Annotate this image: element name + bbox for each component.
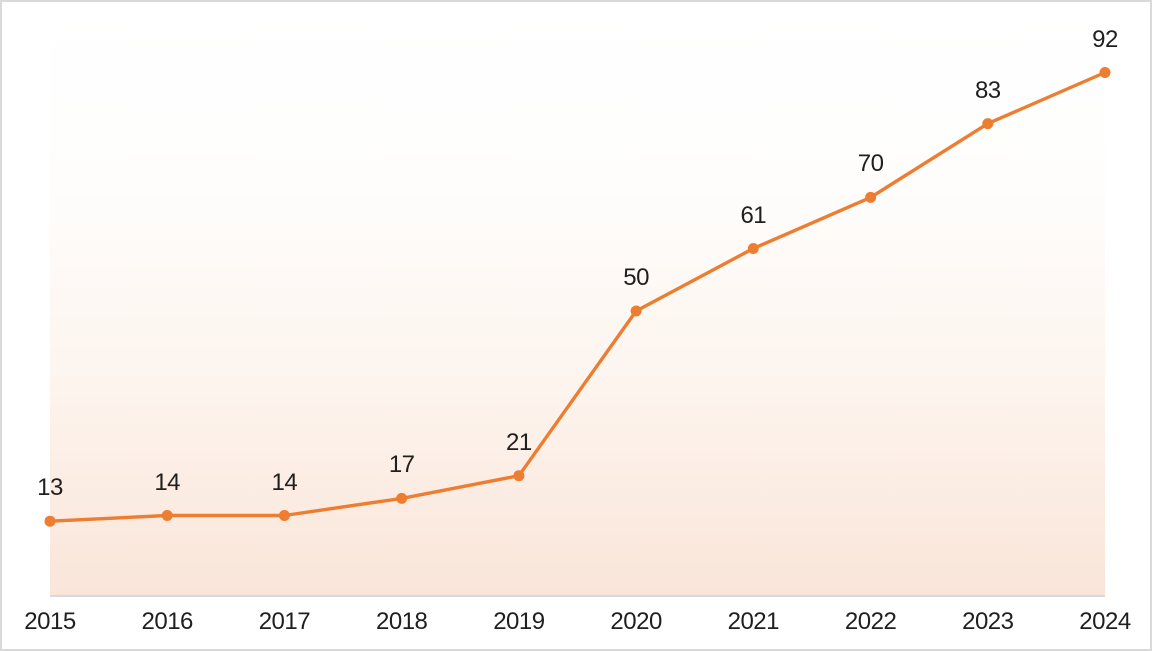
data-point-marker <box>630 305 642 317</box>
plot-area: 13 14 14 17 21 50 61 70 83 92 <box>37 10 1118 595</box>
x-axis-label: 2015 <box>24 608 76 635</box>
data-label: 92 <box>1092 25 1118 53</box>
data-point-marker <box>865 191 877 203</box>
data-label: 21 <box>506 428 532 456</box>
data-point-marker <box>161 510 173 521</box>
data-point-marker <box>513 470 525 482</box>
data-label: 70 <box>857 150 884 178</box>
data-label: 13 <box>37 474 63 502</box>
x-axis-label: 2024 <box>1079 608 1131 635</box>
data-label: 61 <box>740 201 767 229</box>
data-label: 50 <box>623 264 649 291</box>
data-point-marker <box>44 515 56 527</box>
x-axis-label: 2023 <box>962 608 1014 635</box>
x-axis-label: 2022 <box>844 608 897 635</box>
data-point-marker <box>747 243 759 254</box>
data-point-marker <box>278 510 290 521</box>
line-series <box>44 67 1111 527</box>
data-label: 83 <box>974 76 1001 104</box>
data-label: 14 <box>154 468 181 496</box>
x-axis-label: 2019 <box>493 608 545 635</box>
x-axis-label: 2018 <box>375 608 428 635</box>
data-label: 14 <box>271 468 298 496</box>
data-point-marker <box>1099 67 1111 78</box>
x-axis-label: 2016 <box>141 608 193 635</box>
data-point-marker <box>396 492 408 504</box>
x-axis-label: 2017 <box>258 608 311 635</box>
x-axis-label: 2020 <box>610 608 662 635</box>
data-point-marker <box>982 118 994 130</box>
x-axis-label: 2021 <box>727 608 780 635</box>
x-axis-line <box>50 595 1105 597</box>
series-line <box>48 70 1107 523</box>
data-label: 17 <box>388 451 415 479</box>
